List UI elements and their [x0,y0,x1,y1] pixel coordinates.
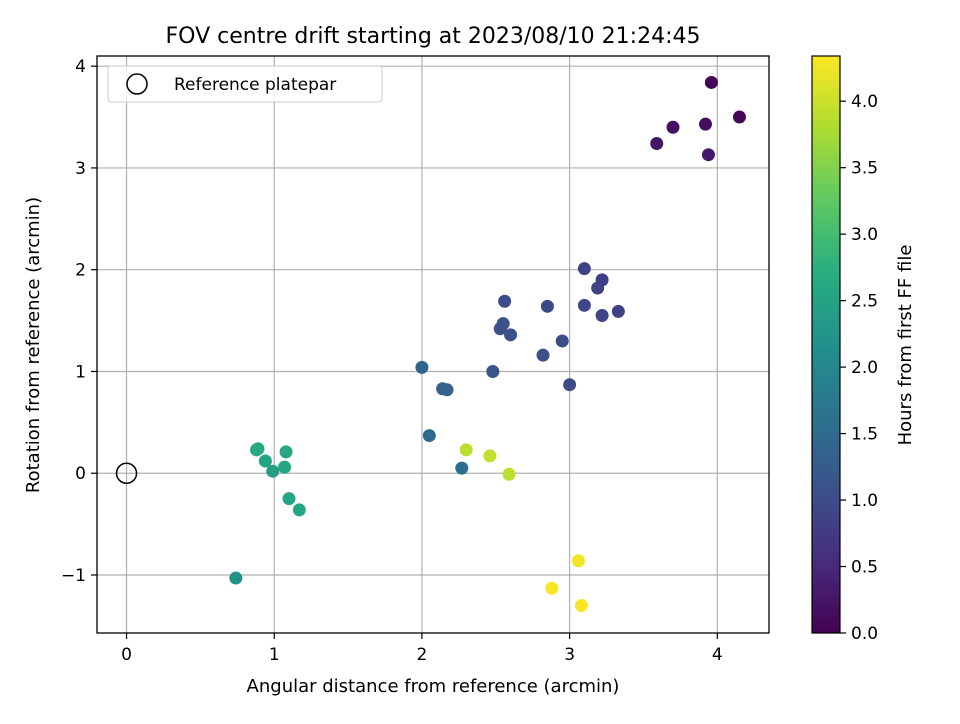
data-point [422,429,436,443]
data-point [698,117,712,131]
data-point [732,110,746,124]
legend: Reference platepar [107,65,383,103]
data-point [459,443,473,457]
colorbar-tick-label: 3.0 [851,225,878,245]
data-point [266,464,280,478]
data-point [577,298,591,312]
y-tick-label: 2 [75,261,86,281]
reference-marker-group [115,462,138,484]
data-point [278,460,292,474]
data-point [251,442,265,456]
x-tick-label: 4 [712,645,723,665]
data-point [498,294,512,308]
data-point [486,364,500,378]
data-point [493,322,507,336]
y-tick-label: 1 [75,362,86,382]
data-point [504,328,518,342]
colorbar-label: Hours from first FF file [895,245,916,446]
data-point [595,308,609,322]
data-point [502,467,516,481]
data-point [282,492,296,506]
grid-lines [97,56,769,633]
colorbar-tick-label: 1.0 [851,491,878,511]
colorbar-gradient [811,55,841,634]
data-point [540,299,554,313]
colorbar-tick-label: 0.0 [851,624,878,644]
reference-platepar-marker [115,462,138,484]
y-tick-label: −1 [61,566,86,586]
data-point [563,378,577,392]
x-tick-label: 0 [121,645,132,665]
data-point [483,449,497,463]
data-point [611,304,625,318]
colorbar-tick-label: 1.5 [851,425,878,445]
plot-frame [96,55,770,634]
legend-marker-reference [126,73,148,95]
x-tick-label: 2 [417,645,428,665]
legend-entry-reference: Reference platepar [174,75,336,95]
data-point [440,383,454,397]
data-points [229,75,746,613]
colorbar: 0.0 0.5 1.0 1.5 2.0 2.5 3.0 3.5 4.0 Hours from f… [811,55,916,644]
data-point [701,148,715,162]
data-point [666,120,680,134]
data-point [650,137,664,151]
legend-box [107,65,383,103]
y-tick-label: 4 [75,57,86,77]
colorbar-tick-label: 4.0 [851,92,878,112]
x-tick-label: 3 [564,645,575,665]
data-point [571,554,585,568]
data-point [704,75,718,89]
data-point [591,281,605,295]
colorbar-tick-label: 3.5 [851,159,878,179]
colorbar-ticks: 0.0 0.5 1.0 1.5 2.0 2.5 3.0 3.5 4.0 [840,92,878,644]
data-point [258,454,272,468]
x-tick-label: 1 [269,645,280,665]
data-point [555,334,569,348]
data-point [292,503,306,517]
data-point [229,571,243,585]
data-point [577,262,591,276]
data-point [574,599,588,613]
y-tick-label: 0 [75,464,86,484]
x-axis-label: Angular distance from reference (arcmin) [247,676,620,697]
chart-title: FOV centre drift starting at 2023/08/10 … [166,24,701,49]
y-axis-label: Rotation from reference (arcmin) [23,197,44,493]
data-point [455,461,469,475]
data-point [415,360,429,374]
y-axis-ticks: −1 0 1 2 3 4 [61,57,97,586]
data-point [279,445,293,459]
colorbar-tick-label: 0.5 [851,558,878,578]
y-tick-label: 3 [75,159,86,179]
data-point [536,348,550,362]
colorbar-tick-label: 2.0 [851,358,878,378]
colorbar-tick-label: 2.5 [851,292,878,312]
data-point [545,581,559,595]
x-axis-ticks: 0 1 2 3 4 [121,633,723,665]
